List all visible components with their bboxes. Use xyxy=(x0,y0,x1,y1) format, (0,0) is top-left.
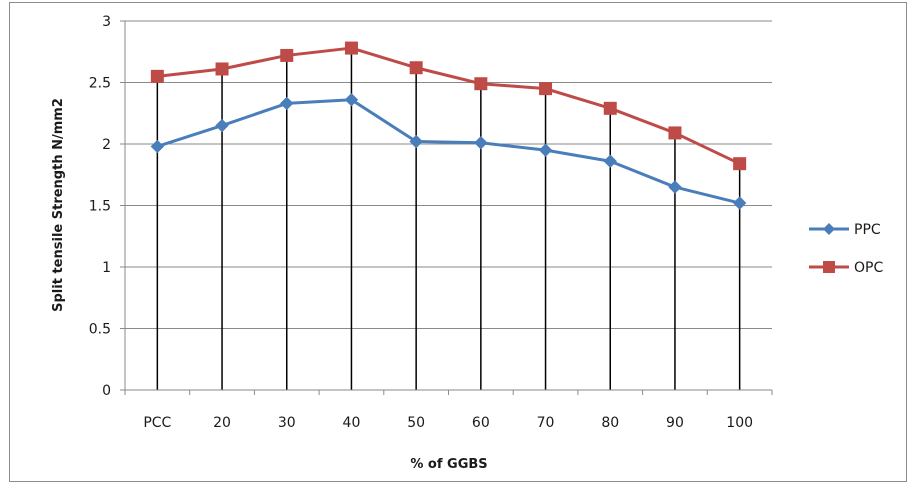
x-tick-label: 40 xyxy=(343,415,361,431)
data-point-opc xyxy=(668,126,682,140)
y-tick-label: 1 xyxy=(102,260,111,276)
axes xyxy=(120,20,773,395)
data-point-ppc xyxy=(280,96,294,111)
legend: PPC OPC xyxy=(809,222,883,276)
series-group xyxy=(150,41,747,210)
data-point-opc xyxy=(539,82,553,96)
legend-marker-ppc xyxy=(823,223,835,235)
series-line-opc xyxy=(157,46,741,166)
x-tick-label: 60 xyxy=(472,415,490,431)
legend-label-ppc: PPC xyxy=(854,222,881,238)
y-tick-label: 2.5 xyxy=(89,76,111,92)
x-axis-title: % of GGBS xyxy=(410,457,487,472)
x-tick-label: 20 xyxy=(213,415,231,431)
data-point-ppc xyxy=(474,136,488,150)
data-point-ppc xyxy=(215,118,229,133)
y-tick-label: 0 xyxy=(102,383,111,399)
x-tick-label: 80 xyxy=(601,415,619,431)
data-point-opc xyxy=(409,61,423,75)
series-line-ppc xyxy=(156,98,741,205)
data-point-ppc xyxy=(538,143,553,157)
data-point-opc xyxy=(280,48,294,62)
y-axis-title: Split tensile Strength N/mm2 xyxy=(51,98,66,312)
data-point-ppc xyxy=(732,196,747,210)
y-tick-label: 3 xyxy=(102,14,111,30)
y-tick-label: 2 xyxy=(102,137,111,153)
legend-label-opc: OPC xyxy=(854,260,883,276)
x-tick-labels: PCC 20 30 40 50 60 70 80 90 100 xyxy=(143,415,753,431)
data-point-opc xyxy=(603,101,617,115)
drop-lines xyxy=(156,48,741,390)
data-point-ppc xyxy=(603,154,617,168)
x-tick-label: 50 xyxy=(407,415,425,431)
x-tick-label: 90 xyxy=(666,415,684,431)
y-tick-labels: 0 0.5 1 1.5 2 2.5 3 xyxy=(89,14,111,399)
x-tick-label: 30 xyxy=(278,415,296,431)
x-tick-label: PCC xyxy=(143,415,171,431)
legend-marker-opc xyxy=(823,261,835,273)
data-point-opc xyxy=(733,157,747,171)
x-tick-label: 70 xyxy=(537,415,555,431)
x-tick-label: 100 xyxy=(726,415,753,431)
gridlines xyxy=(125,20,772,329)
data-point-ppc xyxy=(150,139,165,154)
y-tick-label: 0.5 xyxy=(89,322,111,338)
data-point-ppc xyxy=(409,134,423,149)
data-point-opc xyxy=(344,41,358,55)
data-point-opc xyxy=(215,62,229,76)
data-point-opc xyxy=(474,77,488,91)
data-point-ppc xyxy=(668,180,682,194)
data-point-ppc xyxy=(344,93,359,107)
data-point-opc xyxy=(150,69,164,83)
y-tick-label: 1.5 xyxy=(89,199,111,215)
